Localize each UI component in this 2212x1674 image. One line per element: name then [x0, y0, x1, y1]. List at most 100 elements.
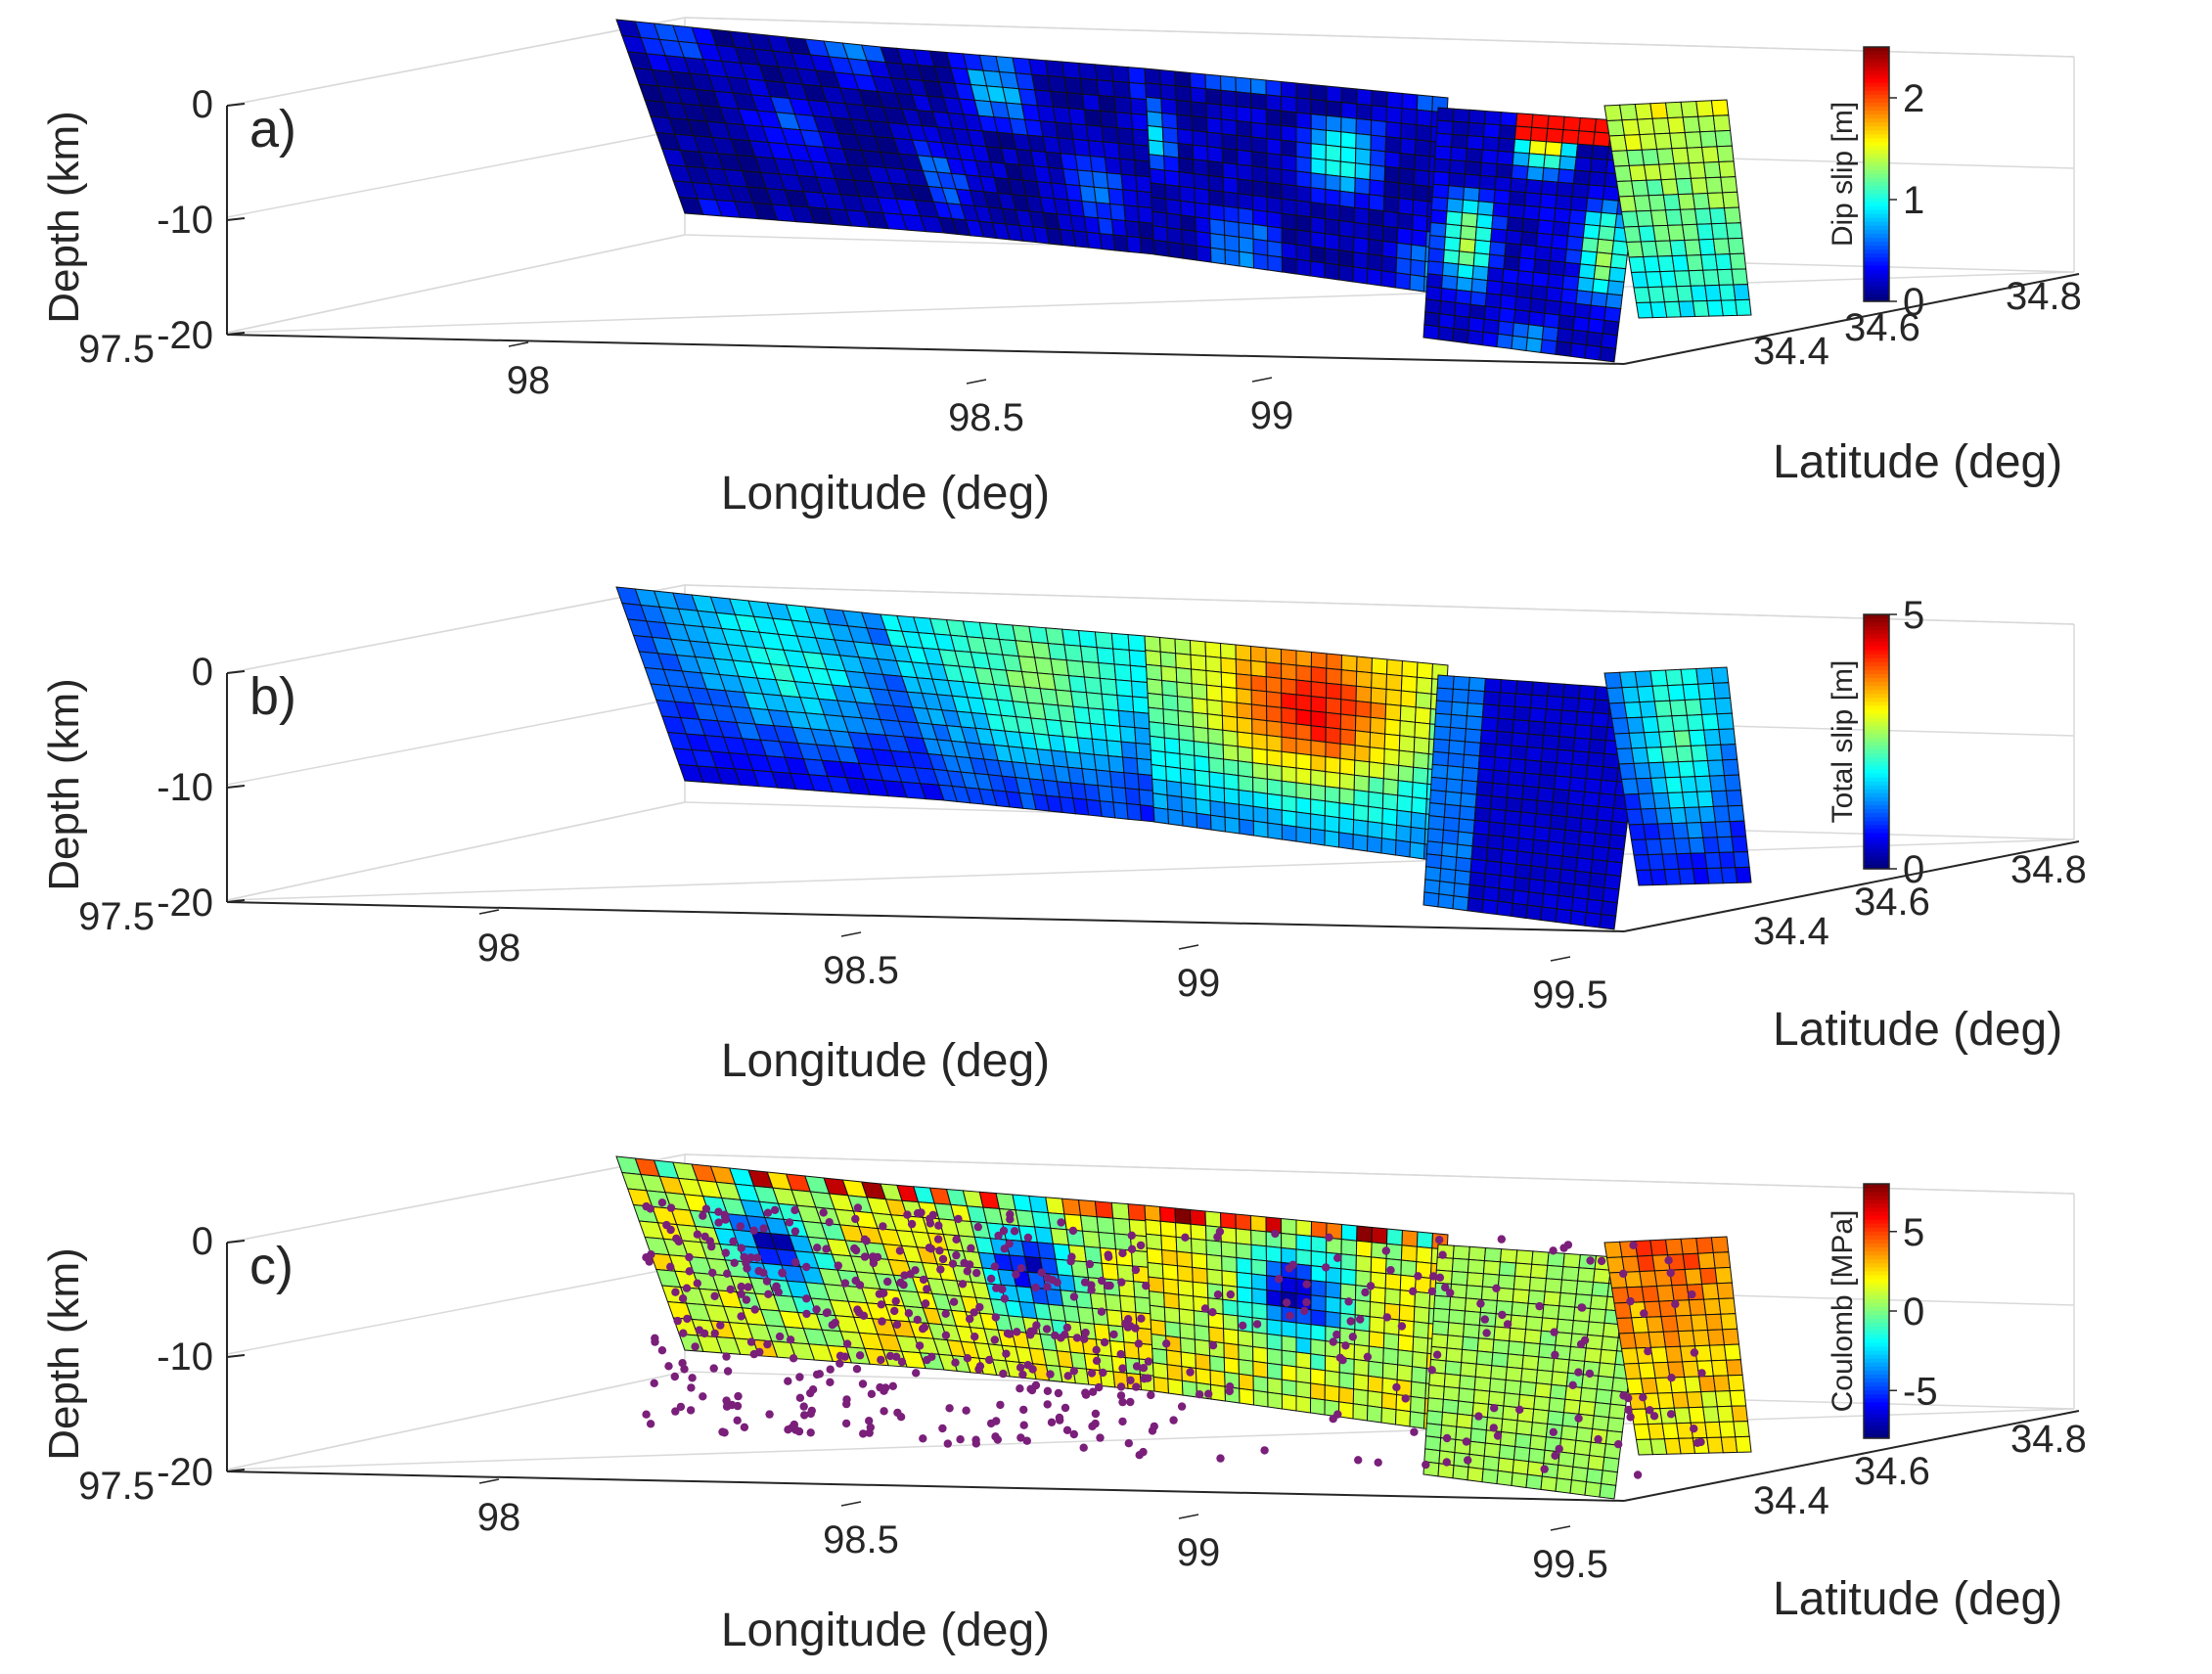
fault-patch	[1324, 262, 1340, 281]
fault-patch	[1506, 1353, 1524, 1370]
fault-patch	[1491, 214, 1510, 231]
aftershock-point	[1029, 1327, 1038, 1335]
fault-patch	[1442, 249, 1461, 265]
fault-patch	[1223, 788, 1240, 805]
aftershock-point	[1474, 1412, 1483, 1421]
aftershock-point	[974, 1365, 983, 1374]
fault-patch	[1414, 706, 1431, 725]
fault-patch	[1682, 1252, 1701, 1271]
aftershock-point	[688, 1374, 697, 1382]
fault-patch	[1295, 708, 1312, 727]
fault-patch	[1340, 86, 1358, 105]
fault-patch	[1557, 314, 1575, 331]
fault-patch	[1482, 885, 1500, 902]
fault-patch	[1101, 693, 1119, 711]
fault-patch	[1588, 738, 1607, 754]
fault-patch	[1723, 1343, 1741, 1361]
fault-patch	[1281, 1393, 1297, 1412]
fault-patch	[1641, 148, 1660, 166]
aftershock-point	[1013, 1328, 1021, 1336]
fault-patch	[1445, 1347, 1464, 1364]
fault-patch	[1463, 741, 1481, 757]
fault-patch	[1526, 733, 1545, 749]
fault-patch	[1067, 108, 1087, 126]
fault-patch	[1704, 284, 1722, 302]
aftershock-point	[1047, 1418, 1057, 1427]
fault-patch	[1238, 1358, 1254, 1377]
fault-patch	[1237, 760, 1254, 779]
fault-patch	[1339, 728, 1357, 747]
fault-patch	[1486, 834, 1505, 850]
fault-patch	[1281, 662, 1297, 681]
fault-patch	[1664, 668, 1684, 687]
fault-patch	[1205, 1253, 1223, 1272]
aftershock-point	[642, 1201, 651, 1211]
fault-patch	[1236, 701, 1253, 720]
fault-patch	[1596, 238, 1614, 255]
fault-patch	[1281, 1379, 1297, 1397]
fault-patch	[1682, 683, 1701, 701]
fault-patch	[1352, 251, 1369, 270]
fault-patch	[1469, 1427, 1487, 1444]
aftershock-point	[1091, 1419, 1100, 1428]
fault-patch	[1252, 805, 1269, 824]
aftershock-point	[723, 1269, 732, 1279]
fault-patch	[1514, 1432, 1532, 1449]
fault-patch	[1207, 160, 1224, 178]
fault-patch	[1394, 272, 1412, 291]
aftershock-point	[1422, 1460, 1430, 1470]
fault-patch	[1219, 642, 1237, 660]
fault-patch	[1340, 1239, 1358, 1256]
fault-patch	[1081, 201, 1099, 219]
fault-patch	[1485, 847, 1504, 864]
fault-patch	[1451, 688, 1469, 704]
fault-patch	[1178, 171, 1196, 189]
fault-patch	[1639, 133, 1658, 151]
fault-patch	[1434, 145, 1453, 161]
fault-patch	[1220, 1241, 1238, 1259]
fault-patch	[1265, 1260, 1283, 1278]
aftershock-point	[1104, 1250, 1112, 1259]
fault-patch	[1673, 1407, 1692, 1425]
fault-patch	[1492, 202, 1511, 218]
aftershock-point	[1022, 1436, 1032, 1445]
fault-patch	[1152, 806, 1170, 825]
fault-patch	[1074, 721, 1093, 740]
fault-patch	[1536, 1356, 1556, 1373]
fault-patch	[1699, 698, 1718, 716]
aftershock-point	[1118, 1248, 1127, 1258]
fault-patch	[1562, 1252, 1581, 1269]
fault-patch	[1204, 641, 1222, 658]
aftershock-point	[1088, 1387, 1098, 1396]
fault-patch	[1496, 900, 1513, 918]
fault-patch	[1648, 853, 1665, 871]
aftershock-point	[730, 1258, 739, 1268]
fault-patch	[1339, 190, 1356, 208]
fault-patch	[1574, 157, 1593, 173]
fault-patch	[1149, 167, 1166, 186]
longitude-tick-label: 99.5	[1532, 1543, 1608, 1586]
fault-patch	[1238, 803, 1254, 822]
fault-patch	[1528, 139, 1548, 156]
fault-patch	[1382, 210, 1399, 229]
aftershock-point	[966, 1314, 974, 1324]
aftershock-point	[737, 1312, 745, 1321]
fault-patch	[1295, 723, 1312, 742]
aftershock-point	[812, 1370, 822, 1380]
aftershock-point	[1126, 1376, 1135, 1385]
fault-patch	[1640, 807, 1659, 826]
fault-segment	[1144, 68, 1449, 294]
fault-patch	[1204, 1210, 1222, 1228]
depth-tick-label: -10	[157, 1335, 213, 1379]
aftershock-point	[812, 1305, 821, 1314]
fault-patch	[1497, 137, 1516, 154]
fault-patch	[1492, 769, 1511, 786]
fault-patch	[1220, 656, 1238, 675]
fault-patch	[1572, 169, 1592, 186]
aftershock-point	[1019, 1421, 1028, 1429]
fault-patch	[1704, 851, 1722, 870]
fault-patch	[1130, 1249, 1149, 1268]
fault-patch	[1104, 1293, 1122, 1312]
fault-patch	[1099, 677, 1118, 697]
aftershock-point	[800, 1411, 809, 1420]
